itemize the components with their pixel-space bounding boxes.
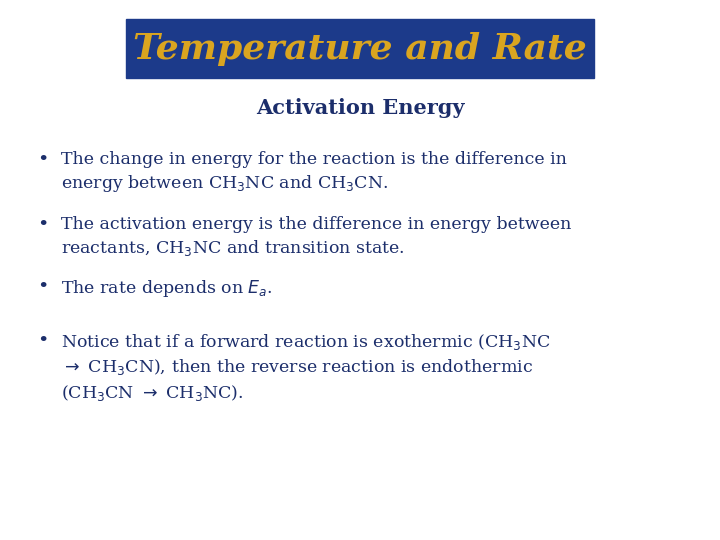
Text: The rate depends on $E_a$.: The rate depends on $E_a$. bbox=[61, 278, 273, 299]
Text: •: • bbox=[37, 216, 49, 234]
Text: •: • bbox=[37, 278, 49, 296]
Text: The change in energy for the reaction is the difference in
energy between CH$_3$: The change in energy for the reaction is… bbox=[61, 151, 567, 194]
FancyBboxPatch shape bbox=[126, 19, 594, 78]
Text: Notice that if a forward reaction is exothermic (CH$_3$NC
$\rightarrow$ CH$_3$CN: Notice that if a forward reaction is exo… bbox=[61, 332, 551, 403]
Text: Activation Energy: Activation Energy bbox=[256, 98, 464, 118]
Text: Temperature and Rate: Temperature and Rate bbox=[133, 32, 587, 65]
Text: The activation energy is the difference in energy between
reactants, CH$_3$NC an: The activation energy is the difference … bbox=[61, 216, 572, 258]
Text: •: • bbox=[37, 332, 49, 350]
Text: •: • bbox=[37, 151, 49, 169]
